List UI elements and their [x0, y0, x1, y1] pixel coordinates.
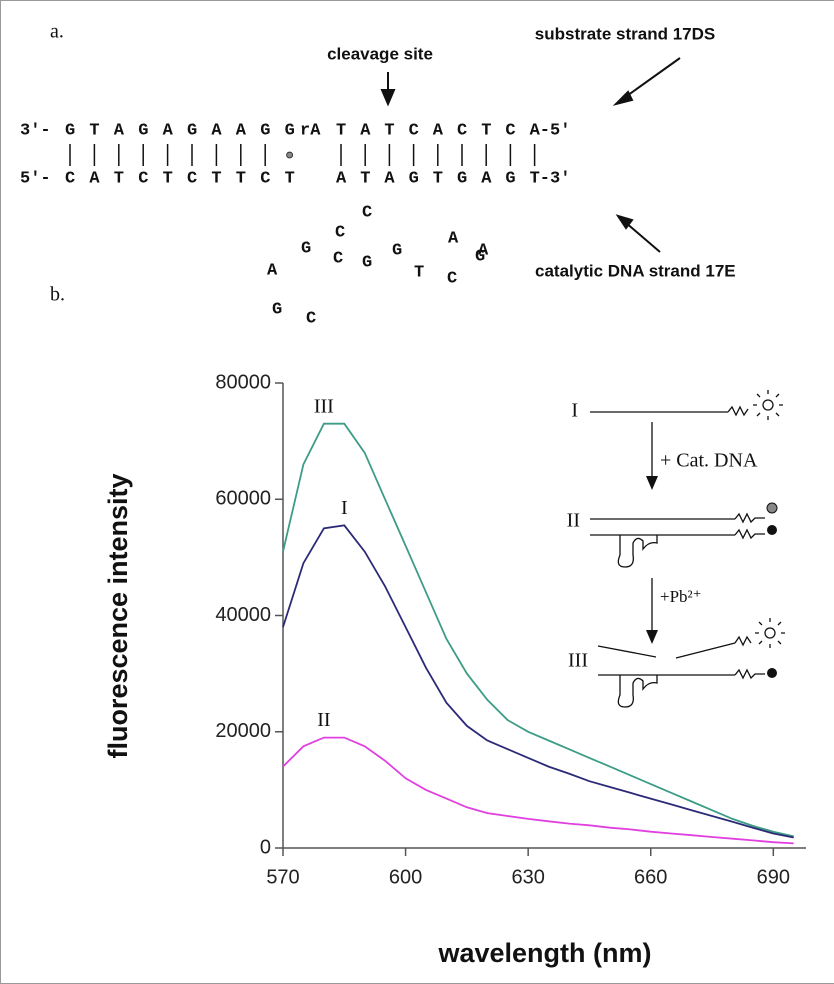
series-line	[282, 736, 794, 845]
x-tick-label: 600	[389, 866, 422, 888]
strand-base: A	[336, 169, 347, 188]
strand-base: T	[336, 121, 346, 140]
cleavage-label: cleavage site	[327, 44, 433, 63]
loop-base: A	[448, 229, 459, 248]
x-tick-label: 660	[634, 866, 667, 888]
strand-base: C	[260, 169, 270, 188]
strand-base: A	[360, 121, 371, 140]
loop-base: C	[333, 249, 343, 268]
strand-base: T	[360, 169, 370, 188]
inset-label: II	[567, 510, 580, 532]
strand-base: A	[384, 169, 395, 188]
strand-base: A	[211, 121, 222, 140]
strand-base: G	[187, 121, 197, 140]
y-tick-label: 40000	[215, 604, 271, 626]
strand-base: A-5'	[530, 121, 571, 140]
strand-base: G	[138, 121, 148, 140]
strand-base: C	[505, 121, 515, 140]
arrows	[380, 57, 681, 253]
strand-base: G	[409, 169, 419, 188]
loop-base: G	[272, 300, 282, 319]
x-axis-title: wavelength (nm)	[437, 938, 651, 968]
loop-base: C	[335, 223, 345, 242]
strand-base: G	[285, 121, 295, 140]
panel-label: b.	[50, 284, 65, 306]
strand-base: T	[114, 169, 124, 188]
inset-step: + Cat. DNA	[660, 450, 758, 472]
strand-base: C	[65, 169, 75, 188]
y-tick-label: 0	[260, 836, 271, 858]
loop-base: T	[414, 263, 424, 282]
strand-base: rA	[300, 121, 321, 140]
strand-base: G	[260, 121, 270, 140]
strand-base: C	[409, 121, 419, 140]
loop-base: G	[362, 253, 372, 272]
inset-label: I	[571, 400, 578, 422]
series-label: III	[314, 395, 334, 417]
strand-base: A	[89, 169, 100, 188]
x-tick-label: 690	[757, 866, 790, 888]
inset-label: III	[568, 650, 588, 672]
strand-base: 5'-	[20, 169, 51, 188]
strand-base: C	[138, 169, 148, 188]
y-tick-label: 60000	[215, 488, 271, 510]
strand-base: T	[236, 169, 246, 188]
series-line	[282, 422, 794, 838]
strand-base: A	[236, 121, 247, 140]
loop-base: A	[267, 261, 278, 280]
strand-base: A	[481, 169, 492, 188]
strand-base: A	[163, 121, 174, 140]
y-tick-label: 80000	[215, 371, 271, 393]
loop-base: C	[447, 269, 457, 288]
strand-base: C	[187, 169, 197, 188]
x-tick-label: 570	[266, 866, 299, 888]
strand-base: T-3'	[530, 169, 571, 188]
substrate-label: substrate strand 17DS	[535, 24, 715, 43]
strand-base: C	[457, 121, 467, 140]
strand-base: T	[89, 121, 99, 140]
strand-base: T	[285, 169, 295, 188]
panel-label: a.	[50, 21, 64, 43]
series-line	[282, 524, 794, 839]
loop-base: G	[392, 241, 402, 260]
loop-base: G	[301, 239, 311, 258]
y-tick-label: 20000	[215, 720, 271, 742]
loop-base: C	[306, 309, 316, 328]
inset-step: +Pb²⁺	[660, 587, 702, 606]
series-label: II	[317, 709, 330, 731]
strand-base: G	[505, 169, 515, 188]
inset-markers	[646, 476, 778, 678]
strand-base: T	[163, 169, 173, 188]
strand-base: A	[114, 121, 125, 140]
strand-base: G	[457, 169, 467, 188]
loop-base: G	[475, 247, 485, 266]
base-pairs	[69, 144, 536, 166]
series-label: I	[341, 497, 348, 519]
strand-base: T	[481, 121, 491, 140]
loop-base: C	[362, 203, 372, 222]
loop-base: A	[478, 241, 489, 260]
catalytic-label: catalytic DNA strand 17E	[535, 261, 736, 280]
strand-base: T	[384, 121, 394, 140]
wobble-dot	[286, 151, 294, 159]
strand-base: A	[433, 121, 444, 140]
x-tick-label: 630	[511, 866, 544, 888]
strand-base: T	[433, 169, 443, 188]
y-axis-title: fluorescence intensity	[103, 473, 133, 758]
inset-schematic	[590, 390, 785, 708]
strand-base: 3'-	[20, 121, 51, 140]
strand-base: G	[65, 121, 75, 140]
strand-base: T	[211, 169, 221, 188]
